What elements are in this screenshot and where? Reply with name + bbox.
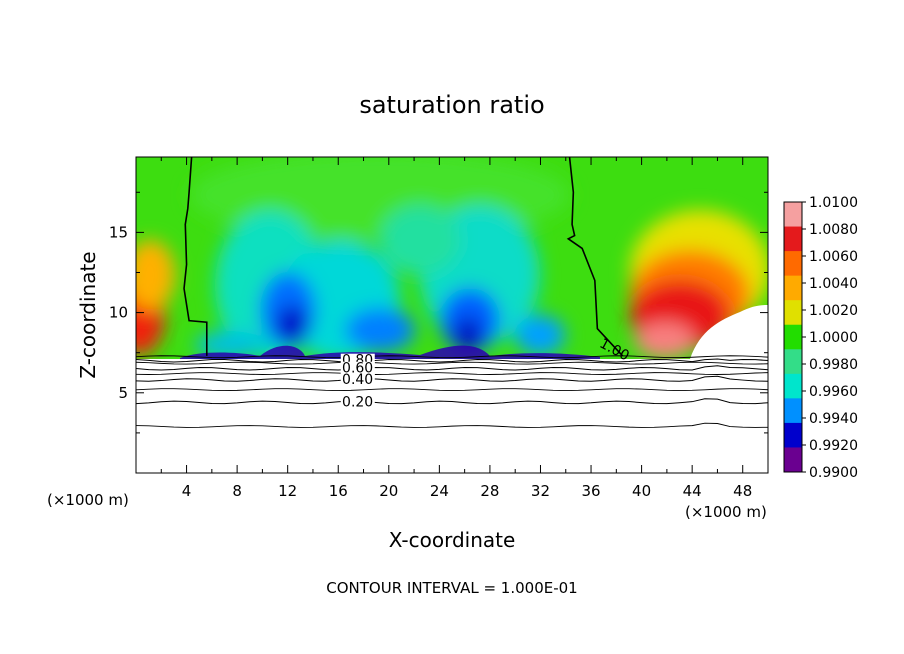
colorbar-label: 1.0040 xyxy=(809,276,858,292)
field-blob-blue-2 xyxy=(345,308,415,352)
colorbar-segment xyxy=(784,398,802,424)
contour-label-bg xyxy=(340,372,375,386)
contour-line xyxy=(136,398,768,405)
contour-line xyxy=(136,422,768,428)
field-blob-darkblue-1 xyxy=(276,305,308,345)
x-tick-label: 12 xyxy=(278,482,297,500)
x-tick-label: 20 xyxy=(379,482,398,500)
colorbar-label: 1.0100 xyxy=(809,195,858,211)
saturation-field xyxy=(136,157,768,473)
x-tick-label: 40 xyxy=(632,482,651,500)
field-blob-orange-left xyxy=(136,240,175,310)
colorbar-segment xyxy=(784,251,802,277)
y-axis: 5 10 15 xyxy=(109,191,768,434)
colorbar-segment xyxy=(784,422,802,448)
x-tick-label: 48 xyxy=(733,482,752,500)
contour-lines xyxy=(136,157,768,428)
colorbar-label: 0.9960 xyxy=(809,384,858,400)
contour-line xyxy=(136,365,768,371)
colorbar-label: 1.0020 xyxy=(809,303,858,319)
contour-line xyxy=(136,375,768,382)
colorbar-segment xyxy=(784,275,802,301)
colorbar-segment xyxy=(784,202,802,228)
x-unit-label-left: (×1000 m) xyxy=(47,491,129,509)
colorbar-label: 1.0060 xyxy=(809,249,858,265)
colorbar-label: 0.9920 xyxy=(809,438,858,454)
colorbar-label: 0.9900 xyxy=(809,465,858,481)
field-blob-pink-right xyxy=(635,322,695,358)
field-blob-blue-4 xyxy=(515,315,565,355)
y-axis-label: Z-coordinate xyxy=(76,251,100,378)
y-tick-label: 10 xyxy=(109,304,128,322)
x-tick-label: 28 xyxy=(480,482,499,500)
colorbar-segment xyxy=(784,300,802,326)
x-axis: 4 8 12 16 20 24 28 32 36 40 44 48 xyxy=(160,157,752,500)
contour-label-bg xyxy=(340,361,375,375)
contour-interval-footer: CONTOUR INTERVAL = 1.000E-01 xyxy=(326,579,577,597)
x-tick-label: 36 xyxy=(581,482,600,500)
x-tick-label: 44 xyxy=(683,482,702,500)
field-lower-domain xyxy=(136,359,768,473)
contour-line-1.00 xyxy=(566,157,624,357)
field-blob-teal-upper xyxy=(380,205,460,275)
x-tick-label: 16 xyxy=(329,482,348,500)
colorbar-segment xyxy=(784,447,802,473)
field-blob-darkblue-2 xyxy=(454,317,482,353)
contour-label-bg xyxy=(340,395,375,409)
contour-label: 0.60 xyxy=(342,361,373,377)
y-tick-label: 15 xyxy=(109,223,128,241)
contour-line xyxy=(136,355,768,359)
contour-line xyxy=(136,388,768,392)
colorbar-segment xyxy=(784,349,802,375)
field-blob-teal-lower xyxy=(195,331,265,359)
contour-line xyxy=(136,361,768,365)
x-tick-label: 8 xyxy=(232,482,242,500)
colorbar-segment xyxy=(784,226,802,252)
y-tick-label: 5 xyxy=(118,384,128,402)
x-tick-label: 32 xyxy=(531,482,550,500)
field-white-gap xyxy=(690,305,768,359)
colorbar-label: 0.9940 xyxy=(809,411,858,427)
contour-line xyxy=(136,358,768,363)
plot-frame xyxy=(135,156,769,474)
x-unit-label-right: (×1000 m) xyxy=(685,503,767,521)
contour-line-1.00 xyxy=(183,157,208,356)
colorbar-label: 1.0080 xyxy=(809,222,858,238)
x-axis-label: X-coordinate xyxy=(389,528,516,552)
colorbar-segment xyxy=(784,324,802,350)
colorbar-segment xyxy=(784,373,802,399)
contour-label: 0.40 xyxy=(342,372,373,388)
colorbar-label: 0.9980 xyxy=(809,357,858,373)
x-tick-label: 24 xyxy=(430,482,449,500)
colorbar-label: 1.0000 xyxy=(809,330,858,346)
colorbar: 1.0100 1.0080 1.0060 1.0040 1.0020 1.0000 0.99… xyxy=(783,195,858,481)
x-tick-label: 4 xyxy=(182,482,192,500)
contour-label: 0.20 xyxy=(342,394,373,410)
contour-line xyxy=(136,372,768,375)
chart-title: saturation ratio xyxy=(359,91,544,119)
